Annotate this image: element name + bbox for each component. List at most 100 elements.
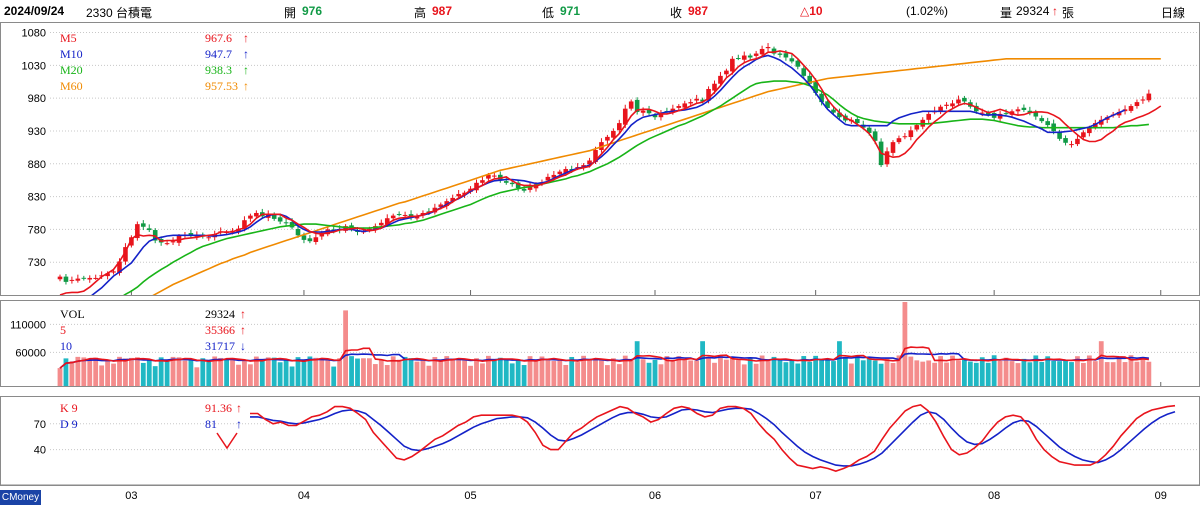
kd-legend-arrow-icon: ↑ [236, 417, 242, 431]
header-high-label: 高 [414, 6, 427, 20]
volume-bar [515, 359, 521, 386]
candle-body [277, 217, 283, 222]
candle-body [795, 60, 801, 67]
candle-body [1081, 132, 1086, 138]
candle-body [438, 204, 444, 207]
candle-body [164, 243, 170, 245]
volume-bar [1122, 362, 1128, 386]
candle-body [313, 237, 319, 242]
candle-body [515, 182, 521, 189]
candle-body [254, 212, 259, 217]
month-label: 09 [1155, 490, 1167, 502]
month-label: 08 [988, 490, 1000, 502]
month-label: 06 [649, 490, 661, 502]
kd-tick-label: 70 [34, 419, 46, 431]
volume-bar [408, 358, 414, 386]
volume-bar [81, 357, 87, 386]
volume-bar [194, 367, 200, 386]
volume-bar [670, 361, 676, 386]
volume-bar [402, 356, 408, 386]
kd-legend-value: 91.36 [205, 401, 232, 415]
volume-bar [456, 359, 462, 386]
candle-body [682, 103, 688, 108]
volume-bar [497, 357, 503, 386]
volume-legend-name: 10 [60, 339, 72, 353]
volume-bar [765, 360, 771, 386]
volume-bar [390, 356, 396, 386]
candle-body [105, 273, 110, 277]
volume-bar [218, 357, 224, 386]
volume-bar [688, 360, 694, 386]
volume-bar [1069, 362, 1074, 386]
candle-body [605, 136, 610, 141]
candle-body [908, 130, 914, 138]
volume-bar [944, 362, 949, 386]
candle-body [1063, 138, 1068, 143]
volume-bar [890, 363, 896, 386]
volume-bar [206, 362, 212, 386]
candle-body [141, 223, 146, 227]
volume-bar [129, 357, 134, 386]
volume-bar [729, 358, 735, 386]
volume-bar [652, 359, 658, 386]
header-close: 987 [688, 4, 709, 18]
candle-body [1027, 110, 1033, 113]
legend-m10-value: 947.7 [205, 47, 232, 61]
volume-bar [1086, 355, 1092, 386]
header-close-label: 收 [670, 6, 683, 20]
candle-body [1075, 138, 1080, 145]
candle-body [63, 276, 69, 282]
header-low-label: 低 [542, 6, 555, 20]
kd-legend-value: 81 [205, 417, 217, 431]
kd-down-marker-icon [216, 432, 238, 450]
candle-body [343, 226, 348, 231]
volume-bar [301, 360, 307, 386]
volume-bar [914, 360, 920, 386]
volume-bar [57, 368, 63, 386]
volume-bar [985, 362, 991, 386]
candle-body [1128, 106, 1134, 111]
volume-bar [123, 358, 128, 386]
volume-bar [587, 358, 592, 386]
volume-bar [545, 358, 551, 386]
candle-body [1087, 128, 1092, 134]
candle-body [825, 101, 830, 109]
candle-body [997, 113, 1003, 119]
volume-bar [158, 357, 164, 386]
candle-body [129, 237, 134, 246]
legend-m60-value: 957.53 [205, 79, 238, 93]
candle-body [688, 102, 693, 104]
candle-body [498, 174, 503, 180]
month-label: 05 [464, 490, 476, 502]
legend-arrow-icon: ↑ [243, 63, 249, 77]
header-volume-suffix: 張 [1062, 6, 1075, 20]
candle-body [753, 53, 759, 56]
volume-bar [307, 356, 313, 386]
candle-body [783, 53, 789, 58]
legend-arrow-icon: ↑ [243, 79, 249, 93]
header-change-pct: (1.02%) [906, 4, 949, 18]
candle-body [872, 131, 878, 141]
volume-bar [253, 356, 259, 386]
volume-bar [622, 355, 628, 386]
volume-bar [616, 364, 622, 386]
volume-bar [1092, 361, 1098, 386]
volume-bar [771, 356, 777, 386]
volume-bar [860, 360, 866, 386]
volume-bar [1039, 361, 1045, 386]
volume-bar [634, 341, 640, 386]
candle-body [93, 277, 98, 279]
candle-body [1021, 107, 1027, 110]
volume-bar [486, 355, 491, 386]
candle-body [801, 68, 807, 76]
volume-bar [426, 365, 432, 386]
volume-bar [872, 360, 878, 386]
volume-bar [605, 365, 610, 386]
candle-body [271, 214, 277, 219]
volume-bar [289, 366, 295, 386]
volume-bar [664, 356, 670, 386]
header-period[interactable]: 日線 [1161, 6, 1186, 20]
candle-body [283, 222, 289, 224]
volume-bar [509, 363, 515, 386]
